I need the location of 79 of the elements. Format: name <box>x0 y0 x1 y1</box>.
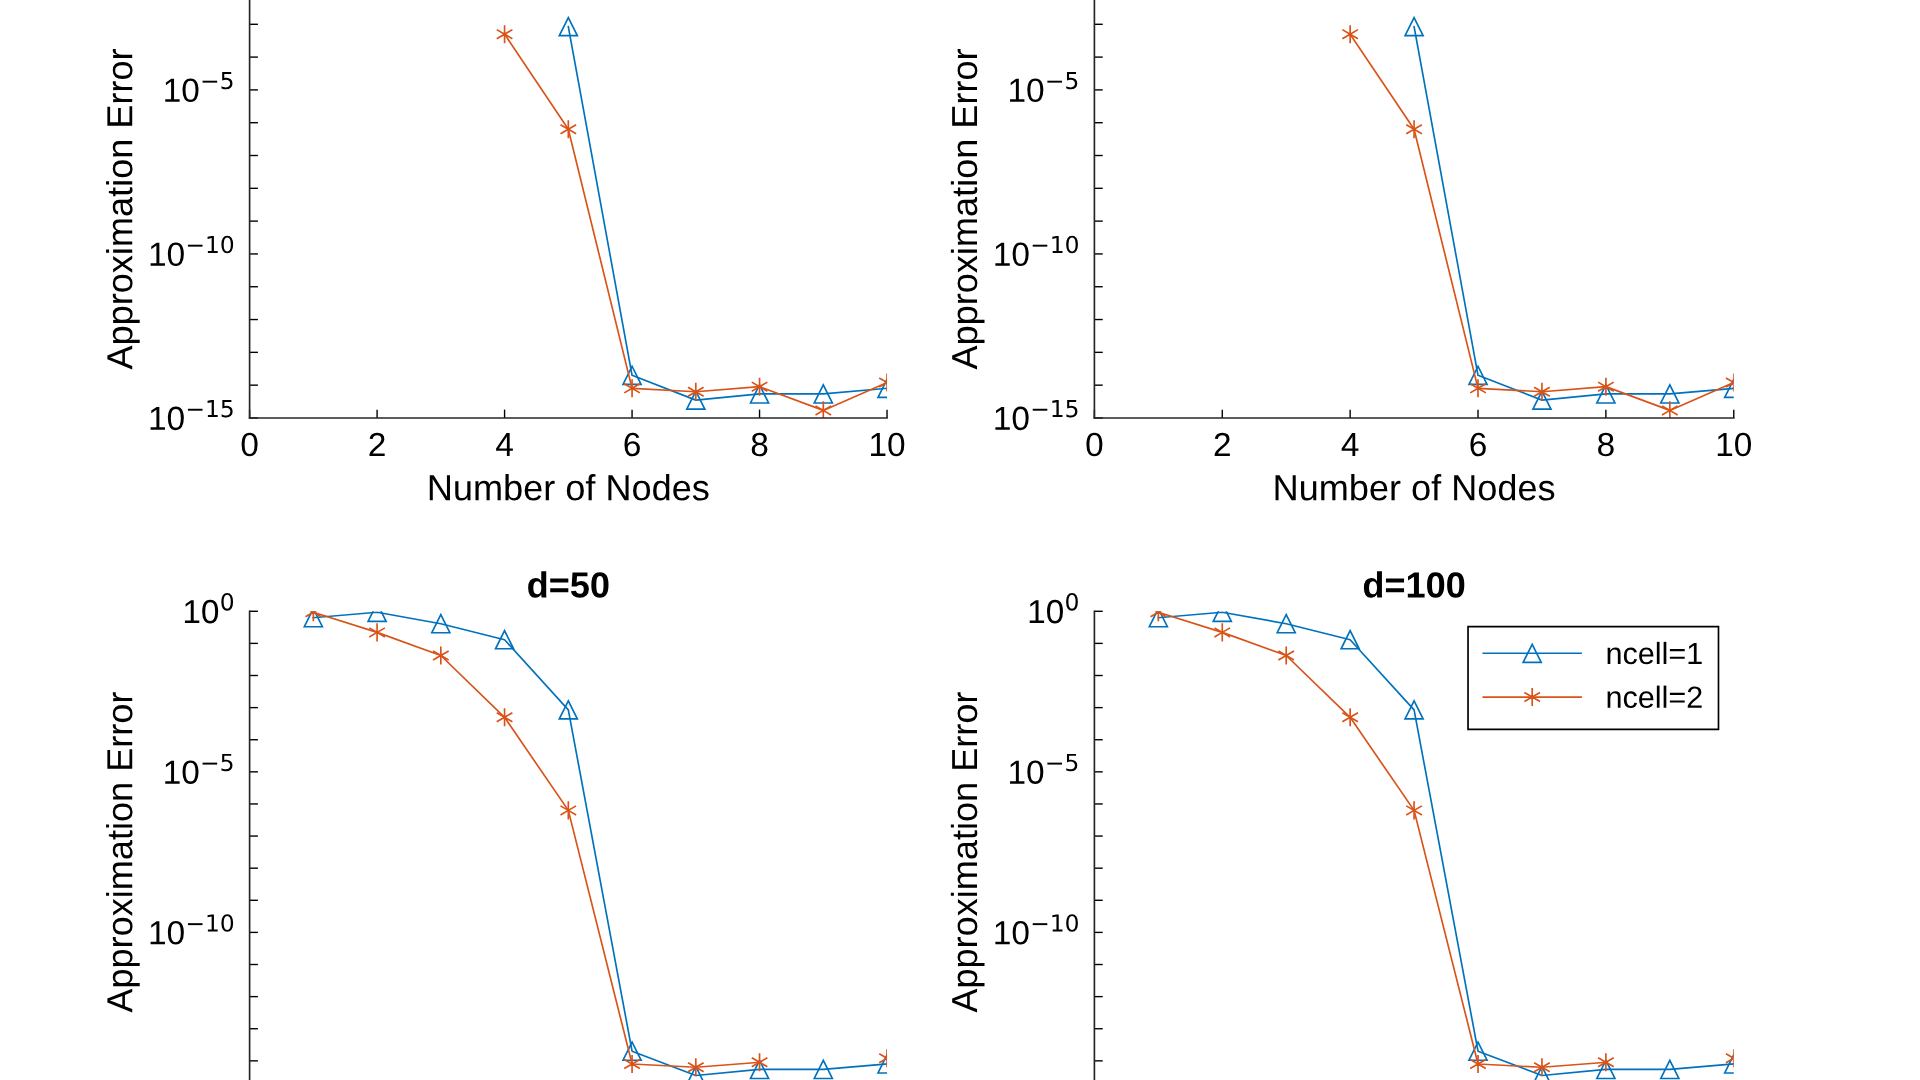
point <box>558 700 579 720</box>
y-tick-label: 10$^{−10}$ <box>995 914 1078 945</box>
x-tick-label: 8 <box>1598 432 1614 457</box>
point <box>1597 376 1615 397</box>
y-tick-label: 10$^{−5}$ <box>1010 71 1078 103</box>
point <box>1148 611 1169 628</box>
x-tick-label: 10 <box>871 432 905 457</box>
point <box>1468 1041 1488 1062</box>
x-tick-label: 4 <box>496 433 513 457</box>
point <box>559 119 577 140</box>
point <box>1404 16 1424 37</box>
point <box>813 384 834 404</box>
y-tick-label: 10$^{−15}$ <box>995 400 1078 431</box>
point <box>1533 381 1551 402</box>
x-tick-label: 0 <box>241 432 258 457</box>
x-tick-label: 8 <box>751 432 768 457</box>
x-tick-label: 2 <box>1214 432 1230 457</box>
point <box>623 378 641 399</box>
x-tick-label: 10 <box>1717 432 1751 457</box>
point <box>1405 800 1423 821</box>
point <box>432 645 450 666</box>
point <box>1277 645 1295 666</box>
point <box>1341 707 1359 728</box>
y-axis-title: Approximation Error <box>950 692 985 1013</box>
point <box>1468 365 1488 386</box>
y-tick-label: 10$^{−5}$ <box>165 71 233 103</box>
point <box>1340 629 1361 650</box>
point <box>1276 613 1297 634</box>
point <box>687 1057 705 1078</box>
x-tick-label: 6 <box>1470 432 1486 457</box>
y-tick-label: 10$^{0}$ <box>1029 593 1078 624</box>
chart-title: d=100 <box>1363 571 1465 598</box>
chart-title: d=50 <box>528 571 609 598</box>
point <box>1469 1054 1487 1074</box>
point <box>622 365 642 386</box>
point <box>1661 400 1679 418</box>
point <box>1469 378 1487 399</box>
point <box>495 707 514 728</box>
legend-label: ncell=1 <box>1607 641 1702 665</box>
point <box>1341 24 1359 45</box>
x-tick-label: 0 <box>1086 432 1103 457</box>
point <box>558 16 579 37</box>
y-tick-label: 10$^{−5}$ <box>165 753 233 785</box>
point <box>813 1059 834 1080</box>
point <box>622 1041 642 1062</box>
y-tick-label: 10$^{−10}$ <box>995 235 1078 267</box>
point <box>1404 700 1424 720</box>
y-axis-title: Approximation Error <box>106 692 140 1013</box>
y-axis-title: Approximation Error <box>950 49 985 370</box>
point <box>749 1059 770 1080</box>
point <box>687 381 705 402</box>
point <box>1597 1052 1615 1073</box>
y-tick-label: 10$^{−10}$ <box>150 235 234 267</box>
point <box>1533 1057 1551 1078</box>
point <box>368 622 386 643</box>
y-tick-label: 10$^{−10}$ <box>150 914 234 945</box>
x-axis-title: Number of Nodes <box>1275 474 1555 501</box>
point <box>750 1052 769 1073</box>
legend-label: ncell=2 <box>1607 685 1702 709</box>
point <box>1213 622 1231 643</box>
x-tick-label: 2 <box>369 432 385 457</box>
point <box>430 613 451 634</box>
point <box>623 1054 641 1074</box>
point <box>750 376 769 397</box>
x-tick-label: 6 <box>624 432 640 457</box>
point <box>495 24 514 45</box>
y-tick-label: 10$^{0}$ <box>184 593 234 624</box>
point <box>1659 1059 1680 1080</box>
y-tick-label: 10$^{−15}$ <box>150 400 233 431</box>
point <box>559 800 577 821</box>
y-tick-label: 10$^{−5}$ <box>1010 753 1078 785</box>
y-axis-title: Approximation Error <box>106 49 140 370</box>
point <box>1659 384 1680 404</box>
point <box>1405 119 1423 140</box>
point <box>494 629 515 650</box>
point <box>814 400 832 418</box>
point <box>303 611 324 628</box>
x-axis-title: Number of Nodes <box>429 474 709 501</box>
x-tick-label: 4 <box>1341 433 1359 457</box>
